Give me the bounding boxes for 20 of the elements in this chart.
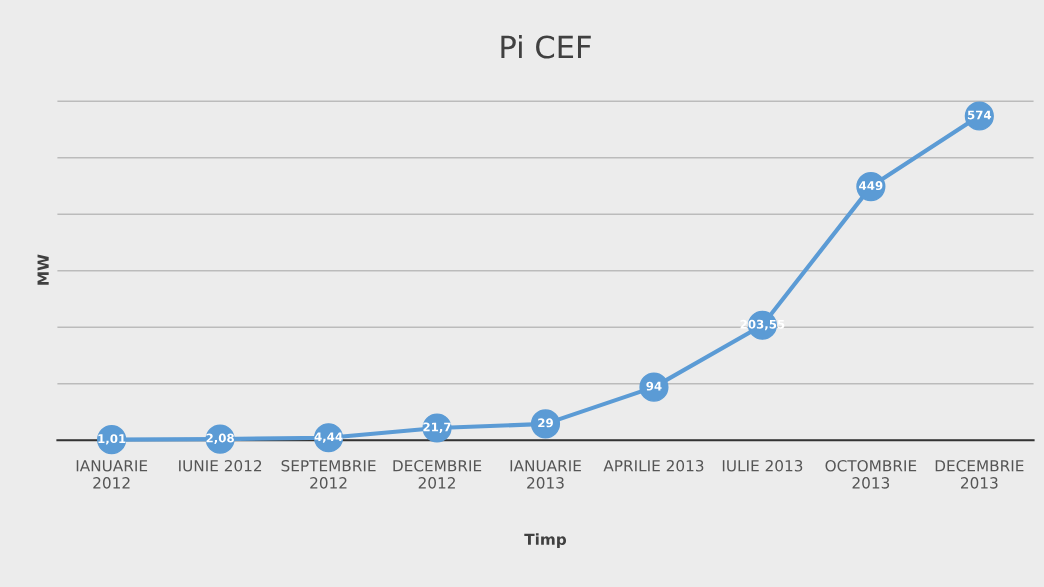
data-label: 21,7 [423, 422, 451, 433]
data-label: 574 [967, 110, 992, 120]
x-tick-label: APRILIE 2013 [603, 459, 704, 472]
data-label: 29 [538, 418, 553, 428]
x-tick-label: IUNIE 2012 [179, 459, 262, 472]
data-label: 2,08 [206, 433, 234, 445]
x-tick-label: IANUARIE 2012 [76, 460, 148, 489]
x-tick-label: IANUARIE 2013 [510, 460, 581, 489]
x-tick-label: IULIE 2013 [722, 459, 803, 472]
data-label: 4,44 [314, 432, 343, 443]
x-tick-label: DECEMBRIE 2013 [935, 459, 1024, 489]
x-tick-label: OCTOMBRIE 2013 [825, 459, 917, 489]
data-label: 449 [859, 181, 883, 191]
y-axis-title: MW [37, 254, 49, 285]
x-tick-label: SEPTEMBRIE 2012 [281, 459, 376, 489]
data-label: 94 [646, 381, 662, 391]
data-label: 1,01 [98, 434, 126, 445]
chart-title: Pi CEF [501, 34, 591, 59]
x-tick-label: DECEMBRIE 2012 [393, 459, 482, 489]
x-axis-title: Timp [524, 533, 567, 549]
